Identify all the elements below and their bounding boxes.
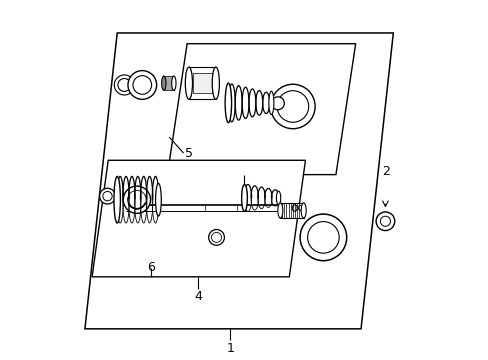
Circle shape bbox=[118, 78, 131, 91]
Ellipse shape bbox=[277, 203, 282, 218]
Polygon shape bbox=[167, 44, 355, 175]
Text: 2: 2 bbox=[382, 165, 389, 177]
Circle shape bbox=[102, 192, 112, 201]
Ellipse shape bbox=[301, 203, 305, 218]
Circle shape bbox=[127, 190, 146, 209]
Circle shape bbox=[208, 229, 224, 245]
Circle shape bbox=[270, 84, 314, 129]
Circle shape bbox=[277, 91, 308, 122]
Circle shape bbox=[307, 222, 339, 253]
Ellipse shape bbox=[276, 191, 280, 205]
Bar bbox=[192, 73, 212, 93]
Bar bbox=[280, 203, 303, 218]
Polygon shape bbox=[92, 160, 305, 277]
Circle shape bbox=[300, 214, 346, 261]
Ellipse shape bbox=[224, 83, 231, 123]
Ellipse shape bbox=[162, 76, 165, 90]
Circle shape bbox=[380, 216, 389, 226]
Circle shape bbox=[123, 186, 150, 213]
Ellipse shape bbox=[292, 205, 297, 211]
Circle shape bbox=[114, 75, 134, 95]
Ellipse shape bbox=[155, 183, 161, 216]
Circle shape bbox=[271, 97, 284, 110]
Ellipse shape bbox=[212, 67, 219, 99]
Text: 5: 5 bbox=[185, 147, 193, 159]
Ellipse shape bbox=[298, 206, 301, 211]
Text: 6: 6 bbox=[147, 261, 155, 274]
Ellipse shape bbox=[114, 176, 120, 223]
Circle shape bbox=[100, 188, 115, 204]
Text: 1: 1 bbox=[226, 342, 234, 355]
Ellipse shape bbox=[171, 76, 176, 90]
Polygon shape bbox=[377, 212, 393, 230]
Text: 4: 4 bbox=[194, 290, 202, 303]
Circle shape bbox=[133, 76, 151, 94]
Ellipse shape bbox=[268, 91, 273, 114]
Ellipse shape bbox=[185, 67, 192, 99]
Polygon shape bbox=[85, 33, 392, 329]
Ellipse shape bbox=[241, 184, 247, 211]
Circle shape bbox=[211, 232, 221, 242]
Text: 3: 3 bbox=[240, 190, 248, 203]
Circle shape bbox=[378, 214, 392, 228]
Circle shape bbox=[375, 212, 394, 230]
Bar bbox=[188, 67, 215, 99]
Circle shape bbox=[128, 71, 156, 99]
Bar bbox=[163, 76, 174, 90]
